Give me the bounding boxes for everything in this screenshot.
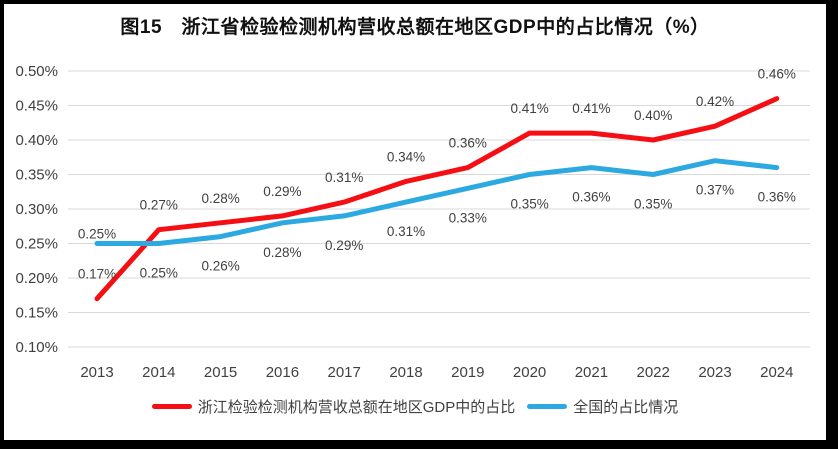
point-label: 0.46% (758, 67, 796, 82)
point-label: 0.28% (201, 191, 239, 206)
x-tick-label: 2021 (575, 364, 608, 381)
point-label: 0.42% (696, 94, 734, 109)
point-label: 0.34% (387, 149, 425, 164)
point-label: 0.27% (140, 198, 178, 213)
point-label: 0.36% (758, 190, 796, 205)
point-label: 0.40% (634, 108, 672, 123)
x-tick-label: 2016 (266, 364, 299, 381)
y-tick-label: 0.40% (15, 132, 58, 149)
point-label: 0.31% (325, 170, 363, 185)
point-label: 0.41% (572, 101, 610, 116)
point-label: 0.25% (78, 227, 116, 242)
point-label: 0.29% (263, 184, 301, 199)
series-line-0 (94, 96, 780, 302)
y-tick-label: 0.20% (15, 270, 58, 287)
y-tick-label: 0.30% (15, 201, 58, 218)
x-tick-label: 2013 (80, 364, 113, 381)
y-tick-label: 0.45% (15, 98, 58, 115)
x-tick-label: 2024 (760, 364, 793, 381)
legend-line-swatch-zhejiang (151, 404, 192, 409)
x-tick-label: 2014 (142, 364, 175, 381)
legend-label-zhejiang: 浙江检验检测机构营收总额在地区GDP中的占比 (197, 399, 516, 416)
point-label: 0.35% (634, 197, 672, 212)
plot-svg: 0.50% 0.45% 0.40% 0.35% 0.30% 0.25% 0.20% 0.15%… (15, 63, 810, 381)
y-tick-label: 0.15% (15, 305, 58, 322)
point-label: 0.36% (572, 190, 610, 205)
point-label: 0.33% (449, 210, 487, 225)
point-label: 0.36% (449, 136, 487, 151)
chart-legend: 浙江检验检测机构营收总额在地区GDP中的占比 全国的占比情况 (4, 396, 826, 417)
point-label: 0.35% (510, 197, 548, 212)
y-tick-label: 0.25% (15, 236, 58, 253)
y-tick-label: 0.50% (15, 63, 58, 80)
point-label: 0.37% (696, 183, 734, 198)
y-tick-label: 0.10% (15, 339, 58, 356)
x-tick-label: 2017 (328, 364, 361, 381)
point-label: 0.17% (78, 267, 116, 282)
x-tick-label: 2022 (637, 364, 670, 381)
y-tick-label: 0.35% (15, 167, 58, 184)
legend-line-swatch-national (527, 404, 568, 409)
legend-label-national: 全国的占比情况 (573, 399, 679, 416)
legend-item-zhejiang: 浙江检验检测机构营收总额在地区GDP中的占比 (151, 396, 516, 417)
point-label: 0.25% (140, 266, 178, 281)
point-label: 0.28% (263, 245, 301, 260)
x-tick-label: 2015 (204, 364, 237, 381)
legend-item-national: 全国的占比情况 (527, 396, 678, 417)
point-label: 0.26% (201, 259, 239, 274)
x-tick-label: 2019 (451, 364, 484, 381)
x-tick-label: 2018 (389, 364, 422, 381)
point-label: 0.31% (387, 224, 425, 239)
series-line-1 (94, 158, 780, 246)
x-tick-label: 2023 (698, 364, 731, 381)
point-label: 0.29% (325, 238, 363, 253)
chart-title: 图15 浙江省检验检测机构营收总额在地区GDP中的占比情况（%） (120, 17, 710, 38)
x-tick-label: 2020 (513, 364, 546, 381)
point-label: 0.41% (510, 101, 548, 116)
